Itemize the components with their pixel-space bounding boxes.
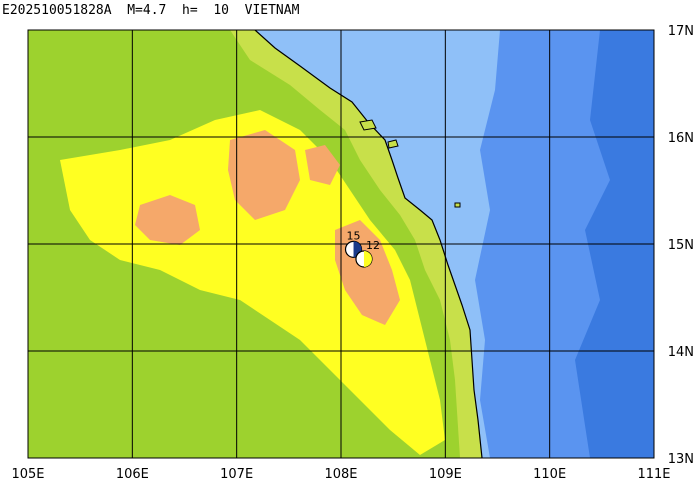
event-label: 15 (347, 229, 361, 242)
latitude-label: 13N (668, 452, 694, 467)
island (454, 202, 461, 208)
latitude-label: 14N (668, 345, 694, 360)
latitude-label: 16N (668, 131, 694, 146)
latitude-label: 15N (668, 238, 694, 253)
longitude-label: 110E (533, 467, 566, 482)
longitude-label: 109E (429, 467, 462, 482)
beachball-quadrant (363, 250, 372, 267)
island (387, 139, 399, 149)
coastline (254, 30, 483, 458)
event-label: 12 (366, 239, 380, 252)
longitude-label: 107E (220, 467, 253, 482)
highland-central (228, 130, 300, 220)
map-frame (27, 29, 655, 459)
event-marker: 12 (355, 239, 380, 268)
upland (60, 110, 445, 455)
longitude-labels: 105E 106E 107E 108E 109E 110E 111E (11, 467, 670, 482)
highland-north (305, 145, 340, 185)
longitude-label: 105E (11, 467, 44, 482)
island (359, 119, 377, 131)
latitude-label: 17N (668, 24, 694, 39)
lat-lon-grid (28, 30, 654, 458)
longitude-label: 111E (637, 467, 670, 482)
longitude-label: 108E (324, 467, 357, 482)
latitude-labels: 17N 16N 15N 14N 13N (668, 24, 694, 467)
map-title: E202510051828A M=4.7 h= 10 VIETNAM (2, 3, 300, 18)
longitude-label: 106E (116, 467, 149, 482)
highland-west (135, 195, 200, 245)
